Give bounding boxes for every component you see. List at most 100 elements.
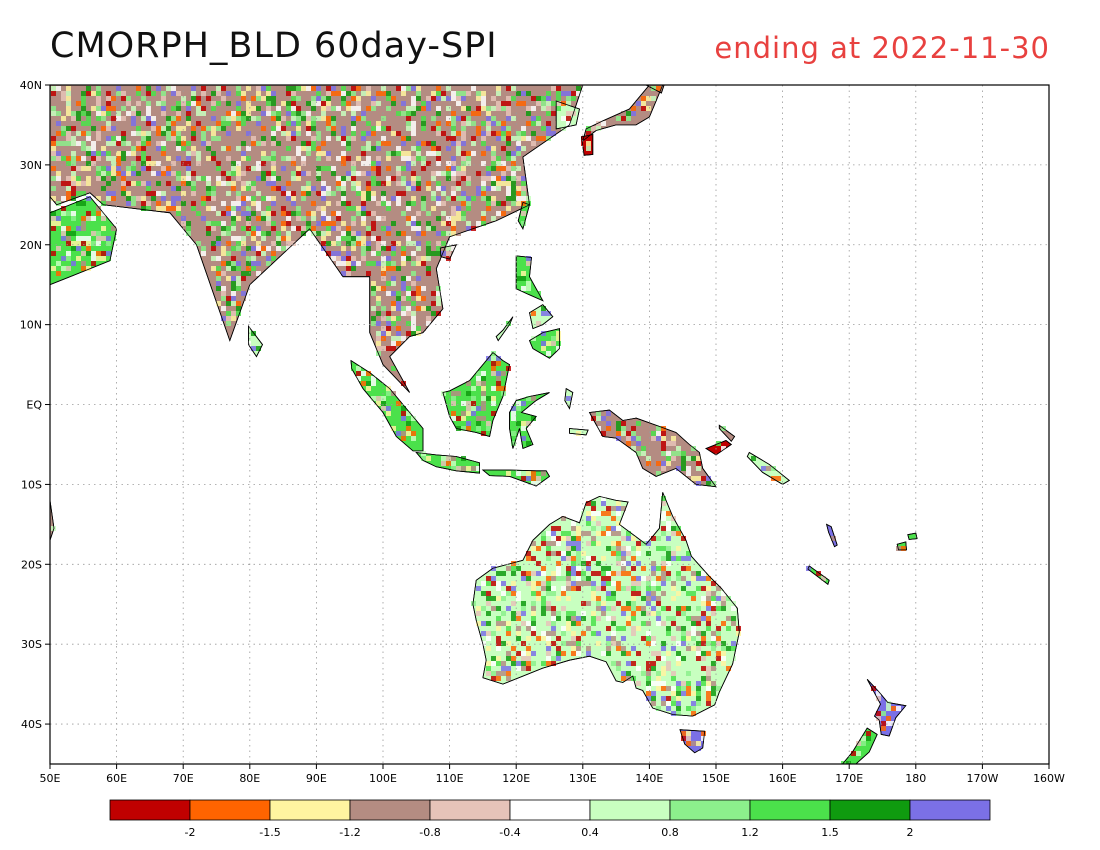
spi-cell <box>371 256 376 261</box>
spi-cell <box>641 96 646 101</box>
spi-cell <box>586 521 591 526</box>
spi-cell <box>176 101 181 106</box>
spi-cell <box>591 631 596 636</box>
spi-cell <box>561 576 566 581</box>
spi-cell <box>321 211 326 216</box>
spi-cell <box>241 91 246 96</box>
spi-cell <box>231 161 236 166</box>
spi-cell <box>506 181 511 186</box>
spi-cell <box>386 281 391 286</box>
spi-cell <box>221 146 226 151</box>
spi-cell <box>281 121 286 126</box>
spi-cell <box>246 211 251 216</box>
spi-cell <box>226 176 231 181</box>
spi-cell <box>91 176 96 181</box>
spi-cell <box>61 116 66 121</box>
spi-cell <box>546 556 551 561</box>
spi-cell <box>516 591 521 596</box>
spi-cell <box>311 211 316 216</box>
spi-cell <box>536 136 541 141</box>
spi-cell <box>471 86 476 91</box>
spi-cell <box>571 631 576 636</box>
spi-cell <box>686 606 691 611</box>
spi-cell <box>541 581 546 586</box>
spi-cell <box>506 666 511 671</box>
spi-cell <box>261 196 266 201</box>
spi-cell <box>651 676 656 681</box>
spi-cell <box>311 146 316 151</box>
coastline-halmahera-maluku <box>564 387 574 410</box>
spi-cell <box>576 546 581 551</box>
spi-cell <box>466 396 471 401</box>
spi-cell <box>276 111 281 116</box>
spi-cell <box>216 286 221 291</box>
spi-cell <box>621 636 626 641</box>
spi-cell <box>211 191 216 196</box>
spi-cell <box>276 141 281 146</box>
spi-cell <box>416 91 421 96</box>
spi-cell <box>621 111 626 116</box>
spi-cell <box>306 86 311 91</box>
spi-cell <box>641 666 646 671</box>
spi-cell <box>76 241 81 246</box>
spi-cell <box>371 376 376 381</box>
spi-cell <box>91 161 96 166</box>
spi-cell <box>286 106 291 111</box>
spi-cell <box>531 566 536 571</box>
spi-cell <box>401 336 406 341</box>
spi-cell <box>376 401 381 406</box>
spi-cell <box>111 166 116 171</box>
spi-cell <box>646 631 651 636</box>
spi-cell <box>451 226 456 231</box>
spi-cell <box>696 616 701 621</box>
spi-cell <box>591 126 596 131</box>
spi-cell <box>396 316 401 321</box>
spi-cell <box>541 316 546 321</box>
spi-cell <box>161 131 166 136</box>
spi-cell <box>561 551 566 556</box>
spi-cell <box>381 126 386 131</box>
spi-cell <box>366 86 371 91</box>
spi-cell <box>601 586 606 591</box>
spi-cell <box>461 426 466 431</box>
spi-cell <box>96 236 101 241</box>
spi-cell <box>416 141 421 146</box>
spi-cell <box>361 221 366 226</box>
spi-cell <box>446 396 451 401</box>
spi-cell <box>476 191 481 196</box>
spi-cell <box>271 166 276 171</box>
spi-cell <box>616 116 621 121</box>
spi-cell <box>491 176 496 181</box>
spi-cell <box>581 581 586 586</box>
spi-cell <box>586 146 591 151</box>
spi-cell <box>251 246 256 251</box>
spi-cell <box>701 611 706 616</box>
spi-cell <box>661 546 666 551</box>
spi-cell <box>571 86 576 91</box>
spi-cell <box>231 311 236 316</box>
spi-cell <box>331 126 336 131</box>
spi-cell <box>401 241 406 246</box>
spi-cell <box>621 666 626 671</box>
spi-cell <box>631 586 636 591</box>
spi-cell <box>56 261 61 266</box>
spi-cell <box>401 91 406 96</box>
spi-cell <box>106 106 111 111</box>
spi-cell <box>511 136 516 141</box>
spi-cell <box>91 251 96 256</box>
spi-cell <box>71 186 76 191</box>
spi-cell <box>266 176 271 181</box>
spi-cell <box>646 461 651 466</box>
spi-cell <box>71 211 76 216</box>
spi-cell <box>241 296 246 301</box>
spi-cell <box>671 551 676 556</box>
spi-cell <box>486 176 491 181</box>
spi-cell <box>541 131 546 136</box>
spi-cell <box>631 576 636 581</box>
spi-cell <box>201 201 206 206</box>
spi-cell <box>526 656 531 661</box>
spi-cell <box>536 556 541 561</box>
spi-cell <box>601 576 606 581</box>
spi-cell <box>651 446 656 451</box>
spi-cell <box>81 91 86 96</box>
